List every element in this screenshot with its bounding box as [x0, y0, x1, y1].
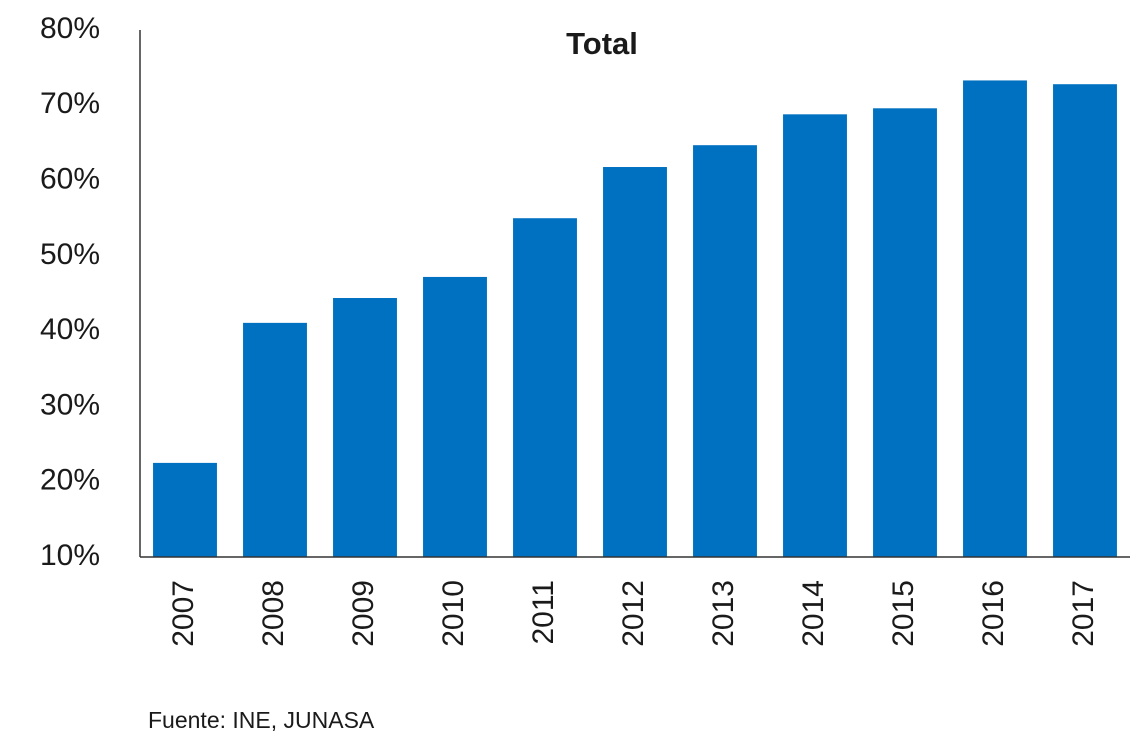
x-tick-label: 2012 — [617, 580, 650, 647]
bar — [873, 108, 937, 557]
y-tick-label: 80% — [40, 12, 100, 45]
y-tick-label: 30% — [40, 388, 100, 421]
bar — [1053, 84, 1117, 557]
x-tick-label: 2014 — [797, 580, 830, 647]
y-tick-label: 60% — [40, 162, 100, 195]
bar — [513, 218, 577, 557]
x-tick-label: 2010 — [437, 580, 470, 647]
chart-title: Total — [566, 26, 638, 61]
bar — [243, 322, 307, 557]
y-tick-label: 70% — [40, 87, 100, 120]
x-tick-label: 2011 — [527, 580, 560, 645]
x-tick-label: 2017 — [1067, 580, 1100, 647]
y-tick-label: 20% — [40, 464, 100, 497]
source-note: Fuente: INE, JUNASA — [148, 707, 375, 733]
y-tick-label: 40% — [40, 313, 100, 346]
bar — [153, 462, 217, 557]
x-tick-label: 2016 — [977, 580, 1010, 647]
x-tick-label: 2008 — [257, 580, 290, 647]
x-tick-label: 2013 — [707, 580, 740, 647]
bar — [783, 114, 847, 557]
bar — [423, 276, 487, 557]
bar — [333, 298, 397, 557]
bar — [963, 80, 1027, 557]
x-tick-label: 2015 — [887, 580, 920, 647]
x-tick-label: 2007 — [167, 580, 200, 647]
y-tick-label: 50% — [40, 238, 100, 271]
bar — [603, 167, 667, 557]
x-tick-label: 2009 — [347, 580, 380, 647]
y-tick-label: 10% — [40, 539, 100, 572]
bar — [693, 145, 757, 558]
